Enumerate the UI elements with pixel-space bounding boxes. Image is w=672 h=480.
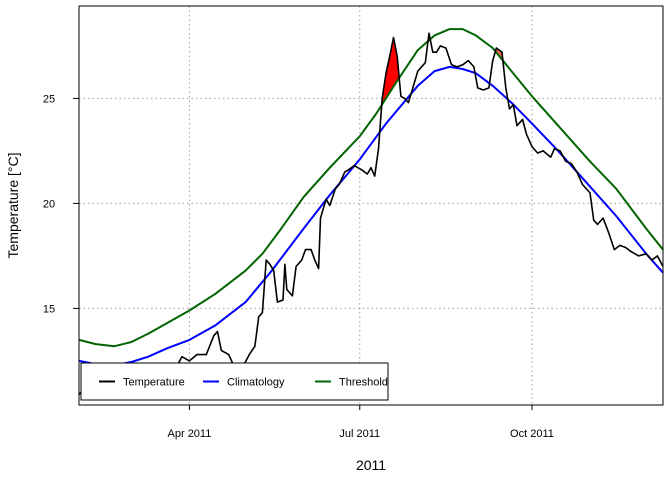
series-line-threshold	[78, 28, 664, 348]
legend-label-threshold: Threshold	[339, 377, 388, 389]
y-axis: 15 20 25	[43, 93, 79, 315]
event-fill-1	[382, 37, 400, 105]
series-lines	[78, 28, 664, 396]
x-axis: Apr 2011 Jul 2011 Oct 2011	[168, 405, 554, 440]
x-axis-title: 2011	[356, 457, 386, 473]
series-line-climatology	[78, 65, 664, 367]
plot-frame	[78, 5, 664, 406]
x-tick-label-1: Jul 2011	[339, 428, 380, 440]
y-tick-label-2: 25	[43, 93, 55, 105]
y-tick-label-1: 20	[43, 198, 55, 210]
legend-label-temperature: Temperature	[123, 377, 185, 389]
legend-label-climatology: Climatology	[227, 377, 285, 389]
y-tick-label-0: 15	[43, 303, 55, 315]
x-tick-label-2: Oct 2011	[510, 428, 554, 440]
grid-lines	[79, 6, 663, 405]
series-line-temperature	[78, 32, 664, 396]
legend-box	[80, 362, 389, 401]
legend: Temperature Climatology Threshold	[80, 362, 389, 401]
x-tick-label-0: Apr 2011	[168, 428, 212, 440]
y-axis-title: Temperature [°C]	[5, 153, 21, 259]
